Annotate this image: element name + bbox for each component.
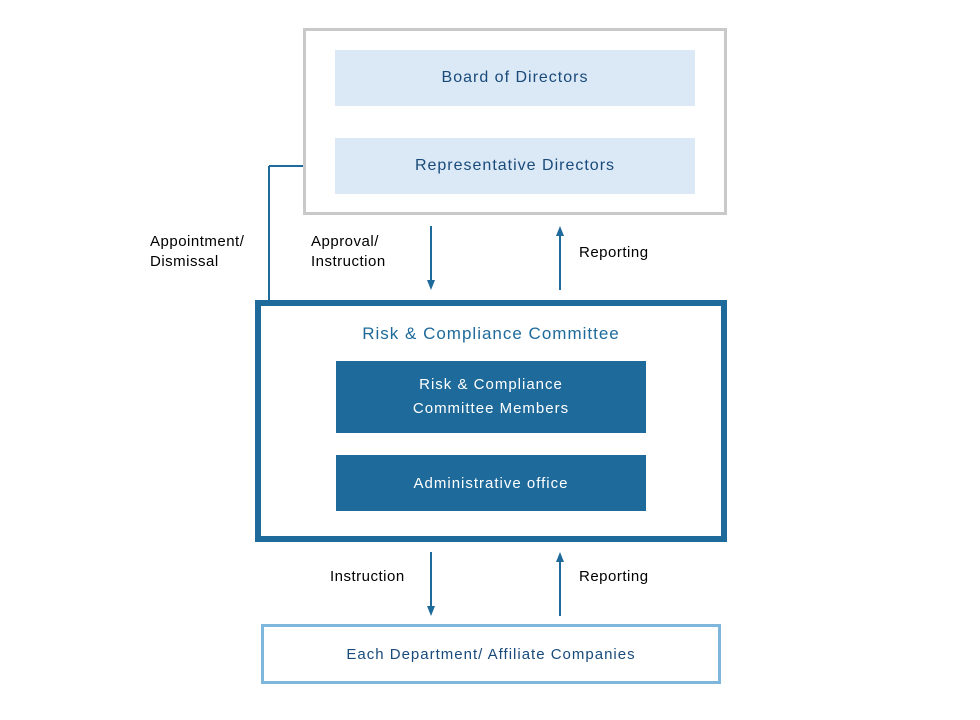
departments-label: Each Department/ Affiliate Companies [346,646,635,663]
instruction-arrow [427,552,435,616]
board-of-directors-label: Board of Directors [442,69,589,87]
committee-members-line1: Risk & Compliance [419,373,563,397]
administrative-office-label: Administrative office [414,475,569,492]
representative-directors-box: Representative Directors [335,138,695,194]
reporting-bottom-label: Reporting [579,567,649,587]
approval-label: Approval/Instruction [311,232,386,271]
appointment-label-line1: Appointment/ [150,232,244,252]
committee-members-line2: Committee Members [413,397,569,421]
representative-directors-label: Representative Directors [415,157,615,175]
board-of-directors-box: Board of Directors [335,50,695,106]
approval-label-line2: Instruction [311,252,386,272]
reporting-bottom-arrow [556,552,564,616]
reporting-top-label: Reporting [579,243,649,263]
approval-label-line1: Approval/ [311,232,386,252]
appointment-label-line2: Dismissal [150,252,244,272]
instruction-label: Instruction [330,567,405,587]
administrative-office-box: Administrative office [336,455,646,511]
committee-members-box: Risk & ComplianceCommittee Members [336,361,646,433]
committee-title: Risk & Compliance Committee [362,324,620,344]
appointment-label: Appointment/Dismissal [150,232,244,271]
departments-box: Each Department/ Affiliate Companies [261,624,721,684]
approval-arrow [427,226,435,290]
reporting-top-arrow [556,226,564,290]
